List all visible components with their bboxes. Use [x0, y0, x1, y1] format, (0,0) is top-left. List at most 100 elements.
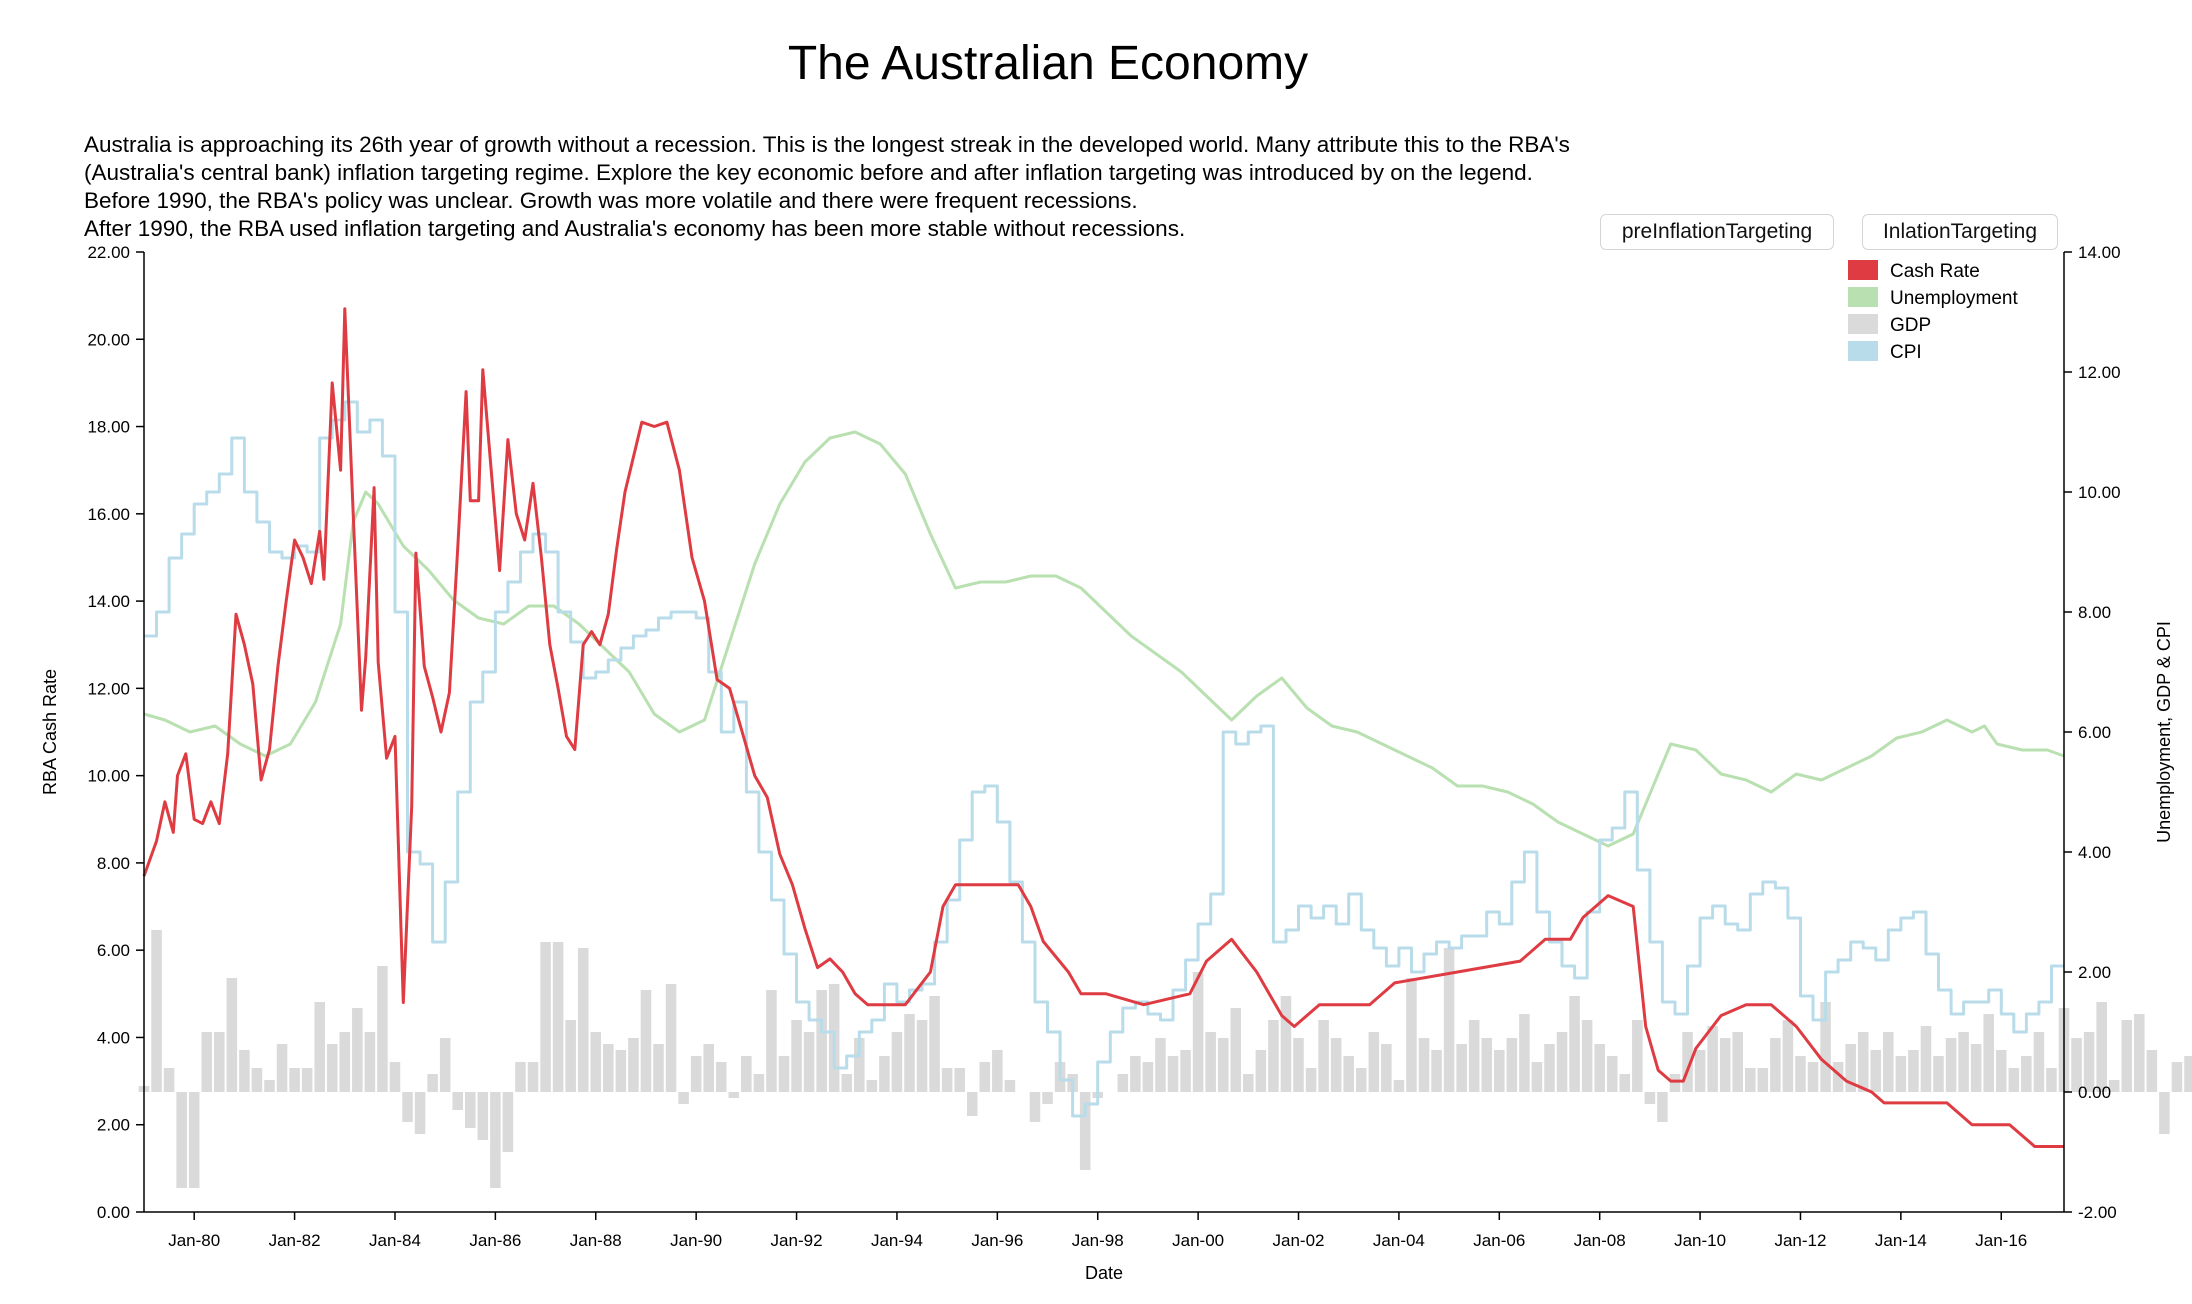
- y-tick-right: 0.00: [2064, 1083, 2111, 1102]
- x-tick: Jan-10: [1674, 1212, 1726, 1250]
- gdp-bar: [1933, 1056, 1944, 1092]
- gdp-bar: [301, 1068, 313, 1092]
- y-tick-left: 22.00: [87, 243, 144, 262]
- gdp-bar: [1632, 1020, 1643, 1092]
- gdp-bar: [565, 1020, 576, 1092]
- gdp-bar: [1155, 1038, 1166, 1092]
- gdp-bar: [1845, 1044, 1856, 1092]
- gdp-bar: [2096, 1002, 2107, 1092]
- x-tick: Jan-88: [570, 1212, 622, 1250]
- x-tick: Jan-04: [1373, 1212, 1425, 1250]
- legend-swatch[interactable]: [1848, 260, 1878, 280]
- gdp-bar: [1995, 1050, 2007, 1092]
- gdp-bar: [816, 990, 827, 1092]
- x-tick: Jan-02: [1273, 1212, 1325, 1250]
- gdp-bar: [1217, 1038, 1229, 1092]
- x-tick-label: Jan-82: [269, 1231, 321, 1250]
- legend-swatch[interactable]: [1848, 341, 1878, 361]
- y-tick-left: 2.00: [97, 1116, 144, 1135]
- x-axis-title: Date: [1085, 1263, 1123, 1283]
- gdp-bar: [1042, 1092, 1053, 1104]
- y-tick-right: 8.00: [2064, 603, 2111, 622]
- gdp-bar: [1782, 1020, 1794, 1092]
- gdp-bar: [527, 1062, 539, 1092]
- x-tick: Jan-08: [1574, 1212, 1626, 1250]
- y-tick-left: 16.00: [87, 505, 144, 524]
- x-tick-label: Jan-96: [971, 1231, 1023, 1250]
- legend-label[interactable]: CPI: [1890, 342, 1922, 363]
- legend-swatch[interactable]: [1848, 287, 1878, 307]
- gdp-bar: [941, 1068, 953, 1092]
- gdp-bar: [2083, 1032, 2095, 1092]
- y-tick-label-right: 6.00: [2078, 723, 2111, 742]
- gdp-bar: [1318, 1020, 1329, 1092]
- x-tick-label: Jan-00: [1172, 1231, 1224, 1250]
- pre-inflation-targeting-button[interactable]: preInflationTargeting: [1600, 214, 1834, 250]
- legend-label[interactable]: Cash Rate: [1890, 261, 1980, 282]
- gdp-bar: [1619, 1074, 1631, 1092]
- gdp-bar: [678, 1092, 689, 1104]
- gdp-bar: [954, 1068, 965, 1092]
- gdp-bar: [753, 1074, 765, 1092]
- gdp-bar: [904, 1014, 915, 1092]
- legend-label[interactable]: GDP: [1890, 315, 1931, 336]
- y-tick-label-right: 4.00: [2078, 843, 2111, 862]
- gdp-bar: [2121, 1020, 2133, 1092]
- gdp-bar: [314, 1002, 325, 1092]
- series-line-cpi: [144, 400, 2064, 1118]
- gdp-bar: [1945, 1038, 1957, 1092]
- legend-item-unemployment[interactable]: Unemployment: [1848, 287, 2018, 309]
- gdp-bar: [1807, 1062, 1819, 1092]
- legend-swatch[interactable]: [1848, 314, 1878, 334]
- legend-label[interactable]: Unemployment: [1890, 288, 2018, 309]
- gdp-bar: [226, 978, 238, 1092]
- y-tick-right: -2.00: [2064, 1203, 2117, 1222]
- gdp-bar: [715, 1062, 727, 1092]
- gdp-bar: [1230, 1008, 1242, 1092]
- gdp-bar: [1895, 1056, 1907, 1092]
- x-tick: Jan-84: [369, 1212, 421, 1250]
- gdp-bar: [1745, 1068, 1756, 1092]
- legend[interactable]: Cash Rate Unemployment GDP CPI: [1848, 260, 2018, 363]
- gdp-bar: [1682, 1032, 1693, 1092]
- y-tick-label-left: 12.00: [87, 679, 130, 698]
- gdp-bar: [1117, 1074, 1129, 1092]
- intro-line: Before 1990, the RBA's policy was unclea…: [84, 188, 1138, 213]
- inflation-targeting-button[interactable]: InlationTargeting: [1862, 214, 2058, 250]
- gdp-bar: [276, 1044, 288, 1092]
- y-tick-left: 6.00: [97, 941, 144, 960]
- gdp-bar: [1481, 1038, 1493, 1092]
- gdp-bar: [1770, 1038, 1781, 1092]
- gdp-bar: [1305, 1068, 1317, 1092]
- gdp-bar: [1029, 1092, 1041, 1122]
- gdp-bar: [590, 1032, 602, 1092]
- gdp-bar: [214, 1032, 225, 1092]
- gdp-bar: [1908, 1050, 1919, 1092]
- gdp-bar: [477, 1092, 489, 1140]
- gdp-bar: [1192, 972, 1204, 1092]
- gdp-bar: [1167, 1056, 1179, 1092]
- gdp-bar: [1330, 1038, 1342, 1092]
- gdp-bar: [1606, 1056, 1618, 1092]
- gdp-bar: [201, 1032, 213, 1092]
- y-tick-left: 12.00: [87, 679, 144, 698]
- gdp-bar: [866, 1080, 878, 1092]
- gdp-bar: [1757, 1068, 1769, 1092]
- gdp-bar: [1707, 1026, 1718, 1092]
- gdp-bar: [1431, 1050, 1442, 1092]
- y-tick-label-left: 8.00: [97, 854, 130, 873]
- y-tick-right: 14.00: [2064, 243, 2121, 262]
- gdp-bar: [1079, 1092, 1091, 1170]
- gdp-bar: [239, 1050, 250, 1092]
- y-tick-label-right: 10.00: [2078, 483, 2121, 502]
- legend-item-cash-rate[interactable]: Cash Rate: [1848, 260, 1980, 282]
- gdp-bar: [552, 942, 564, 1092]
- legend-item-gdp[interactable]: GDP: [1848, 314, 1931, 336]
- gdp-bar: [1669, 1074, 1681, 1092]
- gdp-bar: [966, 1092, 978, 1116]
- gdp-bar: [364, 1032, 376, 1092]
- legend-item-cpi[interactable]: CPI: [1848, 341, 1922, 363]
- gdp-bar: [389, 1062, 401, 1092]
- gdp-bar: [1594, 1044, 1605, 1092]
